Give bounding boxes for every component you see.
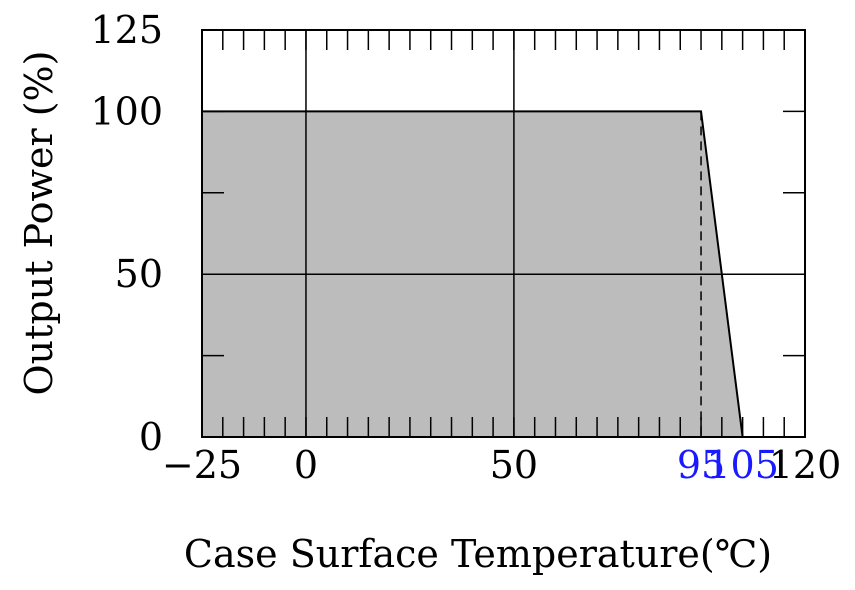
x-tick-label: 0 [294,443,318,487]
plot-frame [201,29,806,438]
x-tick-label: 120 [769,443,842,487]
y-tick-label: 50 [115,252,163,296]
x-tick-label: 50 [490,443,538,487]
x-tick-label: 105 [706,443,779,487]
x-tick-label: −25 [162,443,242,487]
y-axis-title: Output Power (%) [17,51,61,396]
x-axis-title: Case Surface Temperature(℃) [184,532,772,576]
y-tick-label: 0 [139,415,163,459]
y-tick-label: 100 [90,89,163,133]
x-tick-label: 95 [677,443,725,487]
y-tick-label: 125 [90,8,163,52]
